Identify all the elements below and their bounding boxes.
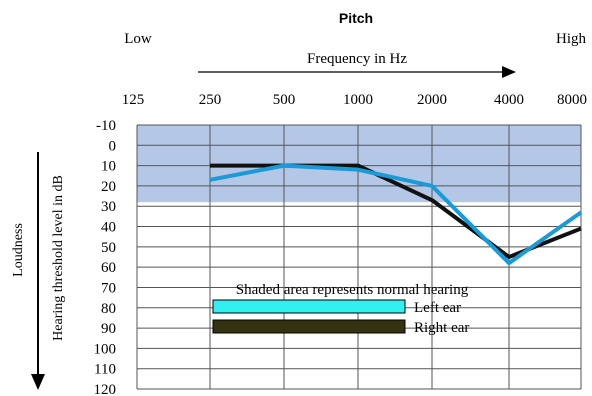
y-tick-label: 20 [101,179,116,195]
y-tick-label: 120 [94,382,117,396]
x-axis-label: Frequency in Hz [307,51,407,67]
y-tick-label: 0 [109,138,117,154]
y-tick-label: 40 [101,220,116,236]
y-tick-label: 50 [101,240,116,256]
y-tick-label: 10 [101,159,116,175]
normal-hearing-band-layer [137,125,581,203]
x-tick-label: 250 [199,92,222,108]
series-layer [209,163,583,266]
x-tick-label: 2000 [417,92,447,108]
y-tick-label: -10 [96,118,116,134]
normal-hearing-band [137,125,581,203]
frequency-arrow [198,66,516,78]
x-tick-label: 1000 [343,92,373,108]
y-tick-label: 30 [101,199,116,215]
grid-layer [136,124,582,390]
legend-label-right-ear: Right ear [414,320,469,336]
legend-swatch-right-ear [212,319,406,334]
x-tick-label: 4000 [494,92,524,108]
x-tick-label: 8000 [557,92,587,108]
normal-hearing-annotation: Shaded area represents normal hearing [236,282,469,298]
y-tick-label: 90 [101,321,116,337]
low-label: Low [124,31,152,47]
loudness-arrow [31,152,45,390]
y-tick-label: 80 [101,301,116,317]
legend: Left ear Right ear [212,299,469,336]
x-tick-labels: 125 250 500 1000 2000 4000 8000 [122,92,587,108]
y-tick-label: 100 [94,341,117,357]
y-tick-label: 60 [101,260,116,276]
x-tick-label: 500 [273,92,296,108]
legend-label-left-ear: Left ear [414,300,461,316]
high-label: High [556,31,587,47]
series-line-left-ear [209,163,583,266]
y-tick-label: 70 [101,280,116,296]
y-tick-labels: -10 0 10 20 30 40 50 60 70 80 90 100 110 120 [94,118,117,396]
chart-title: Pitch [339,10,373,26]
loudness-label: Loudness [11,223,26,277]
y-tick-label: 110 [94,362,116,378]
legend-swatch-left-ear [212,299,406,314]
y-axis-label: Hearing threshold level in dB [51,175,66,341]
x-tick-label: 125 [122,92,145,108]
